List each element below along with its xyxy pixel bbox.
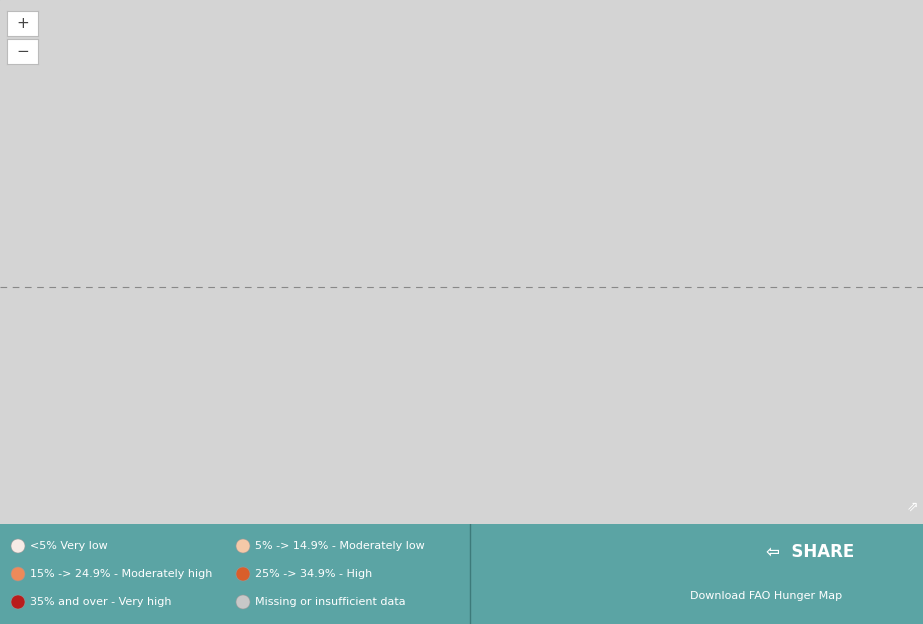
Text: 5% -> 14.9% - Moderately low: 5% -> 14.9% - Moderately low bbox=[255, 541, 425, 551]
Text: −: − bbox=[17, 44, 29, 59]
Circle shape bbox=[11, 567, 25, 581]
Text: 35% and over - Very high: 35% and over - Very high bbox=[30, 597, 172, 607]
Circle shape bbox=[236, 595, 250, 609]
Circle shape bbox=[11, 595, 25, 609]
Text: <5% Very low: <5% Very low bbox=[30, 541, 108, 551]
Text: Missing or insufficient data: Missing or insufficient data bbox=[255, 597, 405, 607]
Text: ⇦  SHARE: ⇦ SHARE bbox=[766, 543, 854, 561]
Circle shape bbox=[236, 539, 250, 553]
Text: 25% -> 34.9% - High: 25% -> 34.9% - High bbox=[255, 569, 372, 579]
Text: Download FAO Hunger Map: Download FAO Hunger Map bbox=[690, 591, 842, 601]
Text: ⇗: ⇗ bbox=[906, 500, 917, 514]
Circle shape bbox=[11, 539, 25, 553]
Text: 15% -> 24.9% - Moderately high: 15% -> 24.9% - Moderately high bbox=[30, 569, 212, 579]
Text: +: + bbox=[17, 16, 29, 31]
Circle shape bbox=[236, 567, 250, 581]
